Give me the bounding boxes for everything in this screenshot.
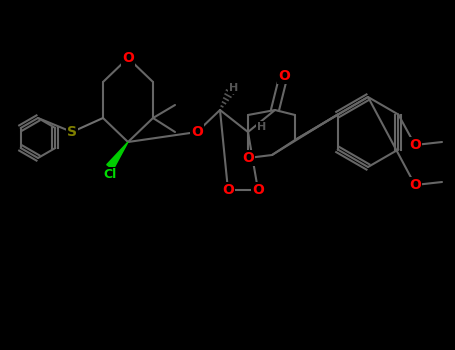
Text: O: O <box>122 51 134 65</box>
Text: H: H <box>258 122 267 132</box>
Text: O: O <box>242 151 254 165</box>
Text: S: S <box>67 125 77 139</box>
Text: O: O <box>278 69 290 83</box>
Text: O: O <box>409 178 421 192</box>
Text: O: O <box>409 138 421 152</box>
Text: Cl: Cl <box>103 168 116 182</box>
Text: H: H <box>229 83 238 93</box>
Text: O: O <box>222 183 234 197</box>
Text: O: O <box>191 125 203 139</box>
Polygon shape <box>107 142 128 169</box>
Text: O: O <box>252 183 264 197</box>
